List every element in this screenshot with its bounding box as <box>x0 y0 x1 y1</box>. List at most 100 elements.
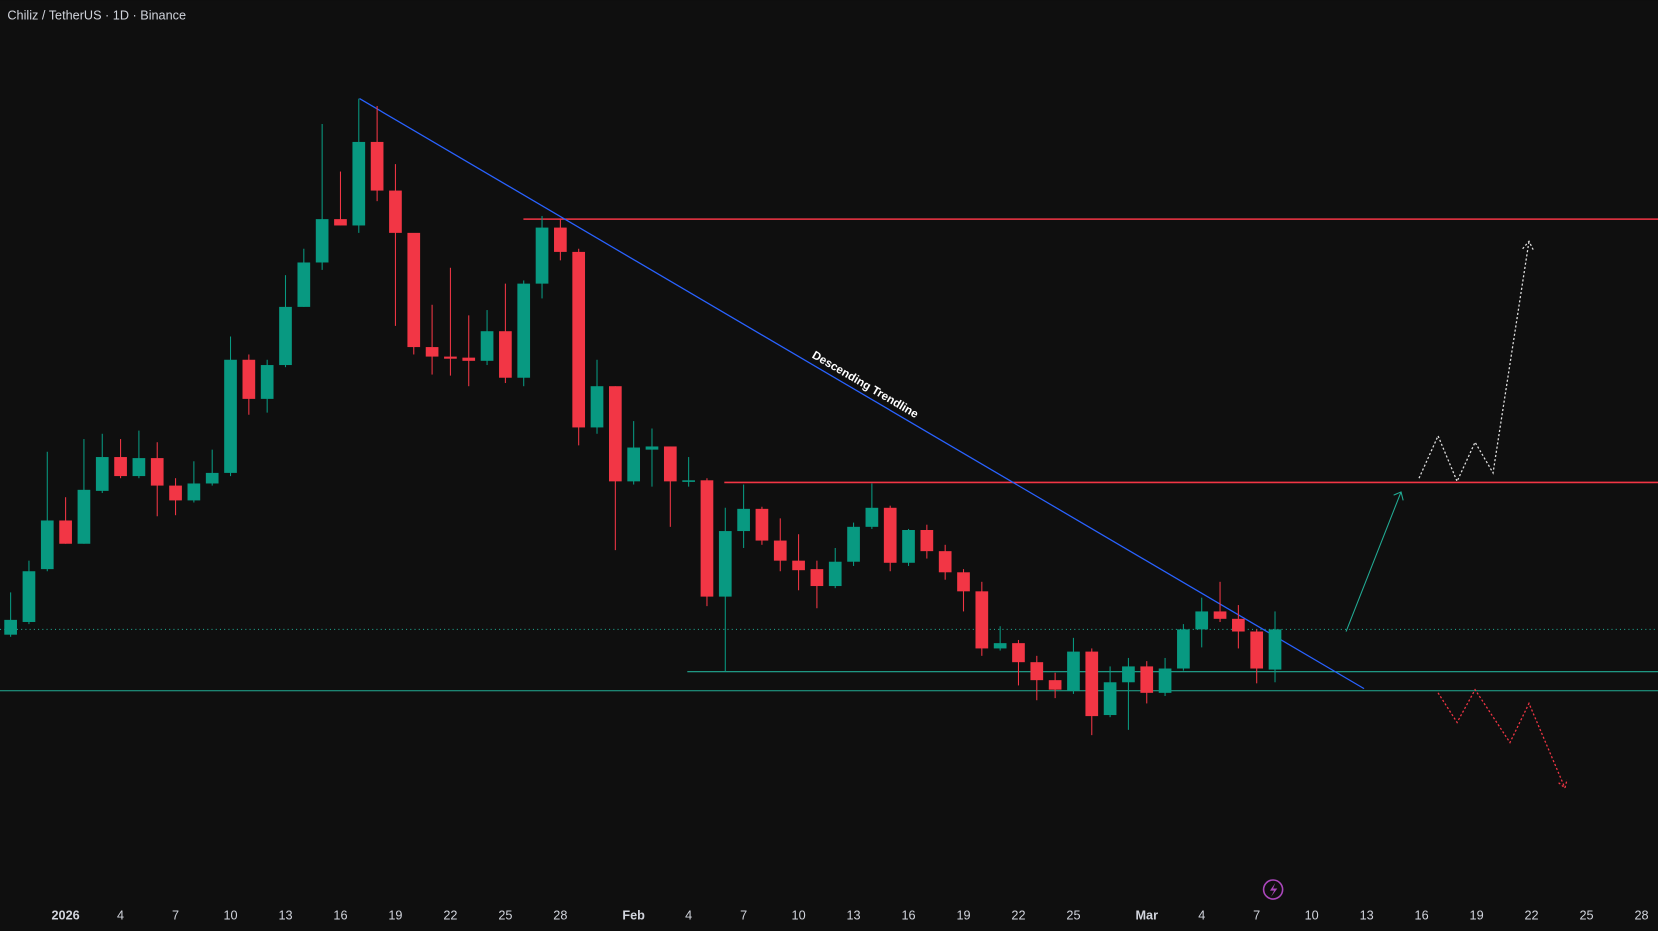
candle-body <box>1268 629 1282 670</box>
x-tick-label: 4 <box>117 908 124 922</box>
candle-body <box>993 643 1007 649</box>
candle-body <box>1195 611 1209 630</box>
candle-body <box>1232 618 1245 632</box>
candle-body <box>462 357 476 361</box>
candle-body <box>847 526 860 562</box>
candle-body <box>40 520 54 570</box>
candle-body <box>297 262 311 307</box>
candle-body <box>425 347 439 357</box>
candle-body <box>517 283 531 378</box>
candle-body <box>1140 666 1154 693</box>
candle-body <box>737 508 750 532</box>
chart-title: Chiliz / TetherUS · 1D · Binance <box>7 8 186 22</box>
candle-body <box>169 485 182 501</box>
candle-body <box>718 531 732 597</box>
alert-circle[interactable] <box>1262 879 1284 900</box>
x-tick-label: 13 <box>847 908 861 922</box>
x-tick-label: 19 <box>388 908 402 922</box>
candle-body <box>77 489 91 544</box>
candle-body <box>1158 668 1172 693</box>
candle-body <box>352 141 366 226</box>
candle-body <box>95 457 109 491</box>
candle-body <box>132 458 146 477</box>
x-tick-label: 13 <box>278 908 292 922</box>
trendline <box>359 98 1365 690</box>
candle-body <box>444 356 457 359</box>
x-tick-label: 28 <box>1634 908 1648 922</box>
candle-body <box>1213 611 1227 619</box>
candle-body <box>315 219 329 263</box>
x-tick-label: 7 <box>172 908 179 922</box>
candle-body <box>1103 682 1117 716</box>
x-tick-label: 25 <box>1066 908 1080 922</box>
candle-body <box>572 251 586 428</box>
candle-body <box>792 560 805 571</box>
x-tick-label: 25 <box>1579 908 1593 922</box>
x-tick-label: 16 <box>901 908 915 922</box>
x-tick-label: 16 <box>333 908 347 922</box>
candle-body <box>682 480 695 482</box>
candle-body <box>1177 629 1190 669</box>
bullish-projection <box>1418 240 1534 483</box>
x-tick-label: 10 <box>1305 908 1319 922</box>
candle-body <box>389 190 402 233</box>
candle-body <box>150 458 164 486</box>
candle-body <box>407 232 421 348</box>
candle-body <box>590 386 604 428</box>
candle-body <box>224 359 237 473</box>
bearish-projection <box>1437 688 1568 790</box>
candle-body <box>59 520 72 544</box>
candle-body <box>480 331 494 361</box>
candle-body <box>1085 651 1099 717</box>
x-tick-label: 4 <box>1198 908 1205 922</box>
x-tick-label: 25 <box>498 908 512 922</box>
alert-icon[interactable] <box>1262 879 1284 900</box>
candle-body <box>4 619 17 635</box>
candle-body <box>279 306 292 366</box>
alert-bolt[interactable] <box>1269 883 1278 897</box>
candle-body <box>608 386 622 482</box>
x-tick-label: 22 <box>1011 908 1025 922</box>
candle-body <box>902 530 915 563</box>
candle-body <box>920 530 934 552</box>
candle-body <box>1122 666 1135 683</box>
candle-body <box>22 571 36 622</box>
candle-body <box>828 561 842 587</box>
candle-body <box>810 569 824 587</box>
candle-body <box>700 480 714 597</box>
candle-body <box>499 331 512 378</box>
x-tick-label: 4 <box>685 908 692 922</box>
x-tick-label: Mar <box>1135 908 1158 922</box>
candle-body <box>865 507 879 527</box>
candle-body <box>957 572 970 592</box>
candle-body <box>242 359 256 399</box>
candle-body <box>187 483 201 501</box>
x-tick-label: 10 <box>223 908 237 922</box>
x-tick-label: 22 <box>1525 908 1539 922</box>
candle-body <box>554 227 567 252</box>
candle-body <box>883 507 897 563</box>
candle-body <box>1067 651 1080 691</box>
candle-body <box>938 551 952 573</box>
x-tick-label: 16 <box>1415 908 1429 922</box>
x-tick-label: 22 <box>443 908 457 922</box>
candle-body <box>773 540 787 561</box>
candle-body <box>975 591 989 649</box>
candle-body <box>334 219 347 226</box>
x-tick-label: 10 <box>792 908 806 922</box>
candle-body <box>627 447 641 482</box>
x-tick-label: 28 <box>553 908 567 922</box>
x-tick-label: 7 <box>740 908 747 922</box>
candle-body <box>1048 680 1062 690</box>
x-tick-label: 13 <box>1360 908 1374 922</box>
candle-body <box>663 446 677 482</box>
x-tick-label: 19 <box>956 908 970 922</box>
x-tick-label: 7 <box>1253 908 1260 922</box>
x-tick-label: 19 <box>1470 908 1484 922</box>
candle-body <box>535 227 549 284</box>
candle-body <box>1012 643 1025 663</box>
candle-body <box>205 472 219 484</box>
